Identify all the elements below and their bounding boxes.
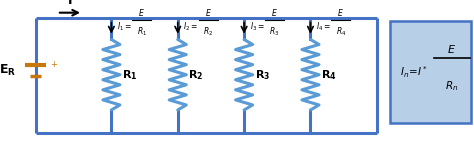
Text: $E$: $E$ (271, 7, 278, 18)
Text: $\mathbf{E_R}$: $\mathbf{E_R}$ (0, 63, 17, 78)
Text: $E$: $E$ (337, 7, 344, 18)
Text: $\mathbf{R_3}$: $\mathbf{R_3}$ (255, 68, 270, 82)
FancyBboxPatch shape (390, 21, 471, 123)
Text: $R_n$: $R_n$ (445, 79, 458, 93)
Text: $R_2$: $R_2$ (203, 25, 213, 38)
Text: $E$: $E$ (138, 7, 145, 18)
Text: $\mathbf{R_4}$: $\mathbf{R_4}$ (321, 68, 337, 82)
Text: $\mathbf{R_2}$: $\mathbf{R_2}$ (188, 68, 204, 82)
Text: $E$: $E$ (205, 7, 211, 18)
Text: $E$: $E$ (447, 43, 456, 55)
Text: $R_3$: $R_3$ (269, 25, 280, 38)
Text: $I_n\!=\!I^*$: $I_n\!=\!I^*$ (400, 64, 428, 80)
Text: $I_2=$: $I_2=$ (183, 21, 199, 33)
Text: $I_1=$: $I_1=$ (117, 21, 132, 33)
Text: $I_3=$: $I_3=$ (250, 21, 265, 33)
Text: $\mathbf{I}$: $\mathbf{I}$ (67, 0, 73, 7)
Text: $\mathbf{R_1}$: $\mathbf{R_1}$ (122, 68, 137, 82)
Text: +: + (50, 60, 57, 69)
Text: $R_1$: $R_1$ (137, 25, 147, 38)
Text: $R_4$: $R_4$ (336, 25, 346, 38)
Text: $I_4=$: $I_4=$ (316, 21, 331, 33)
